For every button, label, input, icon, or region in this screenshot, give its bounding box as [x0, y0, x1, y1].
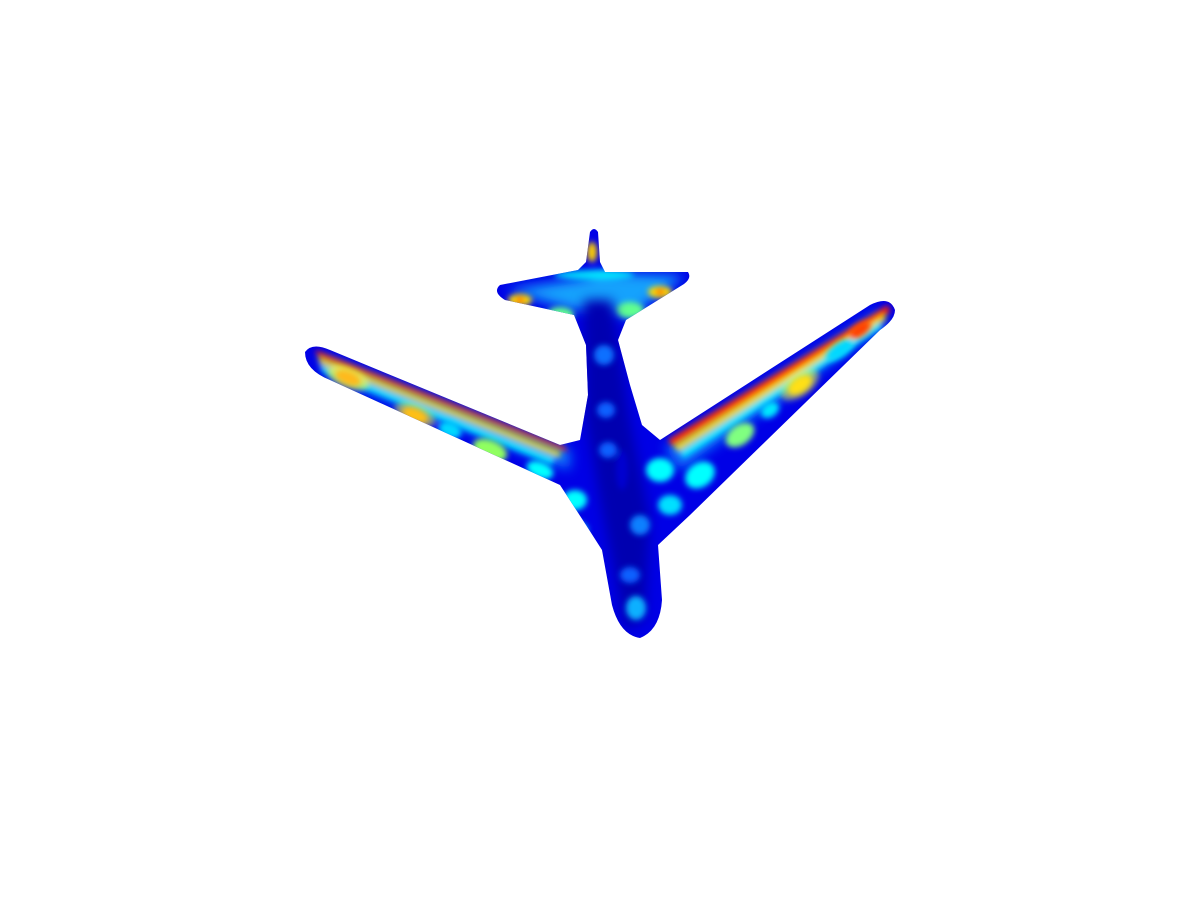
airplane-body [305, 229, 895, 638]
